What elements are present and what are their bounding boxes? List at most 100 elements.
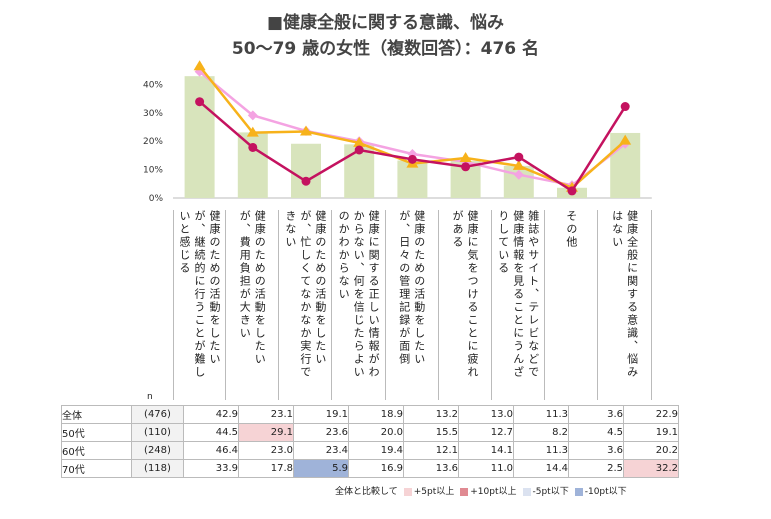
table-cell: 44.5: [183, 423, 239, 442]
row-group-label: 全体: [61, 405, 132, 424]
category-label: 健康のための活動をしたいが、費用負担が大きい: [226, 210, 280, 400]
data-point: [301, 176, 311, 186]
chart-svg: 0% 10% 20% 30% 40%: [143, 60, 652, 204]
table-cell: 11.0: [458, 459, 514, 478]
table-cell: 14.1: [458, 441, 514, 460]
legend-label: +5pt以上: [413, 487, 455, 497]
table-cell: 8.2: [513, 423, 569, 442]
data-point: [514, 152, 524, 162]
data-point: [620, 102, 630, 112]
table-row: 全体 (476) 42.9 23.1 19.1 18.9 13.2 13.0 11.3 3.6 22…: [61, 405, 679, 424]
table-cell: 13.6: [403, 459, 459, 478]
category-label-text: 健康のための活動をしたいが、継続的に行うことが難しいと感じる: [178, 210, 221, 379]
data-point: [193, 60, 206, 71]
bar: [291, 143, 321, 198]
table-cell: 19.1: [293, 405, 349, 424]
table-cell: 11.3: [513, 441, 569, 460]
bar: [237, 132, 268, 198]
category-label: 健康全般に関する意識、悩みはない: [599, 210, 652, 400]
category-label-text: 健康に気をつけることに疲れがある: [451, 210, 479, 379]
legend-label: -5pt以下: [532, 487, 569, 497]
data-point: [512, 159, 525, 170]
y-tick-label: 10%: [143, 166, 163, 176]
data-point: [407, 154, 417, 164]
table-cell: 13.2: [403, 405, 459, 424]
legend-item: -10pt以下: [574, 484, 627, 497]
table-cell: 17.8: [238, 459, 294, 478]
table-cell: 19.1: [623, 423, 679, 442]
chart-subtitle: 50～79 歳の女性（複数回答）：476 名: [231, 39, 540, 59]
table-cell: 23.0: [238, 441, 294, 460]
data-point: [246, 126, 259, 137]
data-point: [619, 134, 632, 145]
row-n-count: (110): [131, 423, 184, 442]
category-label: 健康のための活動をしたいが、継続的に行うことが難しいと感じる: [173, 210, 226, 400]
n-label: n: [147, 392, 153, 402]
data-point: [461, 162, 471, 172]
category-label: 健康のための活動をしたいが、日々の管理記録が面倒: [386, 210, 439, 400]
category-label-text: 雑誌やサイト、テレビなどで健康情報を見ることにうんざりしている: [496, 210, 540, 379]
table-cell: 42.9: [183, 405, 239, 424]
category-label: 健康に関する正しい情報がわからない、何を信じたらよいのかわからない: [333, 210, 386, 400]
category-label: その他: [545, 210, 599, 400]
table-cell: 23.1: [238, 405, 294, 424]
category-label-text: 健康のための活動をしたいが、日々の管理記録が面倒: [397, 210, 426, 366]
table-cell: 18.9: [348, 405, 404, 424]
table-cell: 22.9: [623, 405, 679, 424]
table-cell: 12.1: [403, 441, 459, 460]
chart-title: ■健康全般に関する意識、悩み: [266, 13, 505, 33]
category-label: 健康のための活動をしたいが、忙しくてなかなか実行できない: [279, 210, 333, 400]
legend-item: -5pt以下: [522, 484, 569, 497]
table-cell: 32.2: [623, 459, 679, 478]
table-cell: 23.6: [293, 423, 349, 442]
table-cell: 12.7: [458, 423, 514, 442]
table-cell: 20.0: [348, 423, 404, 442]
table-row: 60代 (248) 46.4 23.0 23.4 19.4 12.1 14.1 11.3 3.6 2…: [61, 441, 679, 460]
data-point: [247, 110, 258, 121]
bar: [184, 76, 215, 198]
legend-label: -10pt以下: [584, 487, 627, 497]
table-cell: 11.3: [513, 405, 569, 424]
category-label: 雑誌やサイト、テレビなどで健康情報を見ることにうんざりしている: [492, 210, 546, 400]
y-tick-label: 0%: [149, 194, 164, 204]
table-cell: 13.0: [458, 405, 514, 424]
table-cell: 3.6: [568, 405, 624, 424]
legend-swatch: [403, 487, 412, 496]
data-point: [567, 186, 577, 196]
table-cell: 5.9: [293, 459, 349, 478]
table-cell: 4.5: [568, 423, 624, 442]
row-n-count: (476): [131, 405, 184, 424]
table-cell: 3.6: [568, 441, 624, 460]
data-point: [354, 145, 364, 155]
legend-prefix: 全体と比較して: [335, 487, 398, 497]
y-tick-label: 20%: [143, 137, 163, 147]
data-point: [513, 169, 524, 180]
y-tick-label: 30%: [143, 109, 163, 119]
table-cell: 20.2: [623, 441, 679, 460]
category-label-text: 健康のための活動をしたいが、忙しくてなかなか実行できない: [283, 210, 327, 379]
table-cell: 16.9: [348, 459, 404, 478]
row-n-count: (118): [131, 459, 184, 478]
category-label-text: その他: [564, 210, 578, 249]
data-point: [300, 125, 312, 136]
table-cell: 14.4: [513, 459, 569, 478]
data-point: [195, 97, 205, 107]
table-row: 70代 (118) 33.9 17.8 5.9 16.9 13.6 11.0 14.4 2.5 32…: [61, 459, 679, 478]
category-label-text: 健康全般に関する意識、悩みはない: [610, 210, 639, 379]
legend-swatch: [460, 487, 469, 496]
table-cell: 23.4: [293, 441, 349, 460]
category-label: 健康に気をつけることに疲れがある: [439, 210, 492, 400]
table-cell: 19.4: [348, 441, 404, 460]
data-point: [459, 151, 472, 162]
category-label-text: 健康に関する正しい情報がわからない、何を信じたらよいのかわからない: [337, 210, 381, 379]
row-group-label: 70代: [61, 459, 132, 478]
row-n-count: (248): [131, 441, 184, 460]
row-group-label: 50代: [61, 423, 132, 442]
legend-swatch: [522, 487, 531, 496]
legend: 全体と比較して +5pt以上 +10pt以上 -5pt以下 -10pt以下: [335, 484, 627, 497]
legend-swatch: [574, 487, 583, 496]
row-group-label: 60代: [61, 441, 132, 460]
category-label-text: 健康のための活動をしたいが、費用負担が大きい: [238, 210, 267, 366]
table-cell: 46.4: [183, 441, 239, 460]
table-cell: 15.5: [403, 423, 459, 442]
